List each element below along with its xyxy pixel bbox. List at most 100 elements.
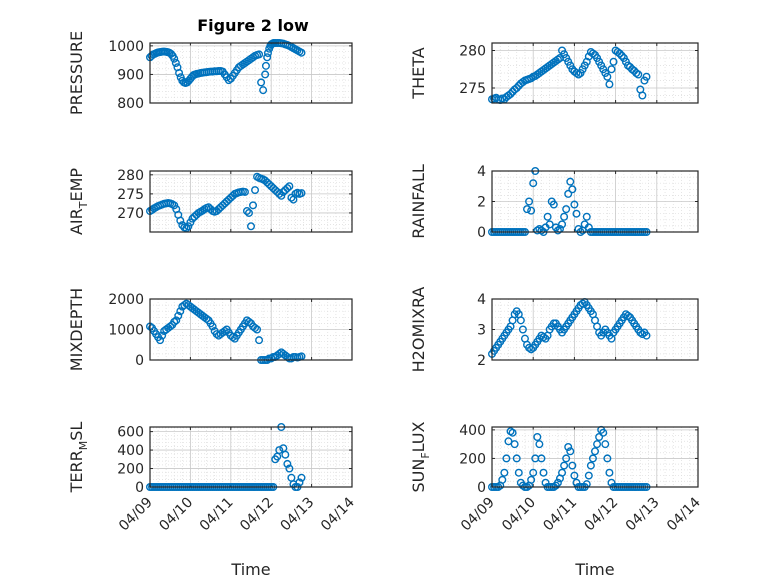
subplot-pressure: 800 900 1000 PRESSURE: [67, 31, 353, 115]
y-axis-label: RAINFALL: [409, 164, 428, 239]
data-point: [553, 226, 562, 235]
y-tick-label: 1000: [108, 39, 144, 55]
data-point: [568, 461, 577, 470]
data-point: [588, 49, 597, 58]
data-point: [285, 464, 294, 473]
data-point: [244, 208, 253, 217]
y-tick-label: 4: [477, 164, 486, 180]
x-tick-label: 04/13: [278, 495, 318, 535]
axes-frame: [491, 42, 699, 104]
x-tick-label: 04/11: [540, 495, 580, 535]
data-point: [253, 325, 262, 334]
data-point: [202, 314, 211, 323]
y-tick-label: 0: [477, 225, 486, 241]
data-point: [261, 61, 270, 70]
data-point: [228, 333, 237, 342]
data-point: [533, 433, 542, 442]
x-tick-label: 04/12: [582, 495, 622, 535]
data-point: [591, 447, 600, 456]
data-point: [572, 478, 581, 487]
y-tick-label: 200: [459, 451, 486, 467]
y-tick-label: 275: [117, 187, 144, 203]
data-point: [514, 468, 523, 477]
data-point: [506, 89, 515, 98]
data-point: [525, 197, 534, 206]
data-point: [172, 316, 181, 325]
y-tick-label: 0: [477, 480, 486, 496]
data-point: [529, 179, 538, 188]
x-tick-label: 04/14: [318, 494, 358, 534]
data-point: [605, 80, 614, 89]
data-point: [224, 76, 233, 85]
data-point: [539, 468, 548, 477]
x-axis-label: Time: [574, 560, 614, 579]
data-point: [570, 471, 579, 480]
data-point: [632, 68, 641, 77]
data-point: [634, 70, 643, 79]
y-axis-label: SUNFLUX: [409, 421, 432, 492]
data-point: [246, 222, 255, 231]
data-point: [166, 322, 175, 331]
data-point: [285, 182, 294, 191]
data-point: [568, 185, 577, 194]
y-tick-label: 400: [117, 443, 144, 459]
data-point: [584, 223, 593, 232]
data-point: [566, 447, 575, 456]
data-point: [220, 327, 229, 336]
data-point: [642, 72, 651, 81]
y-tick-label: 0: [135, 353, 144, 369]
data-point: [283, 459, 292, 468]
data-point: [170, 317, 179, 326]
data-point: [558, 220, 567, 229]
data-point: [518, 77, 527, 86]
series-points: [488, 46, 651, 104]
data-point: [642, 331, 651, 340]
data-point: [603, 72, 612, 81]
data-point: [251, 323, 260, 332]
data-point: [261, 70, 270, 79]
data-point: [545, 220, 554, 229]
data-point: [588, 454, 597, 463]
data-point: [549, 200, 558, 209]
data-point: [584, 471, 593, 480]
axes-background: [492, 427, 698, 487]
data-point: [636, 328, 645, 337]
data-point: [574, 70, 583, 79]
data-point: [297, 48, 306, 57]
data-point: [578, 299, 587, 308]
y-axis-label: THETA: [409, 47, 428, 99]
data-point: [570, 200, 579, 209]
data-point: [529, 468, 538, 477]
y-tick-label: 1000: [108, 323, 144, 339]
axes-frame: [491, 298, 699, 361]
data-point: [208, 322, 217, 331]
data-point: [593, 440, 602, 449]
data-point: [297, 189, 306, 198]
y-tick-label: 2: [477, 195, 486, 211]
x-tick-label: 04/11: [197, 495, 237, 535]
data-point: [251, 186, 260, 195]
data-point: [502, 454, 511, 463]
data-point: [244, 317, 253, 326]
data-point: [566, 177, 575, 186]
y-axis-label: PRESSURE: [67, 31, 86, 115]
data-point: [638, 330, 647, 339]
data-point: [158, 331, 167, 340]
data-point: [638, 91, 647, 100]
data-point: [558, 468, 567, 477]
data-point: [277, 191, 286, 200]
axes-frame: [491, 426, 699, 488]
data-point: [601, 440, 610, 449]
subplot-theta: 275 280 THETA: [409, 42, 699, 104]
axes-frame: [149, 426, 353, 488]
data-point: [186, 218, 195, 227]
data-point: [170, 54, 179, 63]
x-tick-label: 04/13: [623, 495, 663, 535]
data-point: [242, 207, 251, 216]
axes-background: [150, 43, 352, 103]
data-point: [527, 345, 536, 354]
data-point: [617, 51, 626, 60]
subplot-rainfall: 0 2 4 RAINFALL: [409, 164, 699, 241]
data-point: [541, 478, 550, 487]
y-tick-label: 2000: [108, 292, 144, 308]
